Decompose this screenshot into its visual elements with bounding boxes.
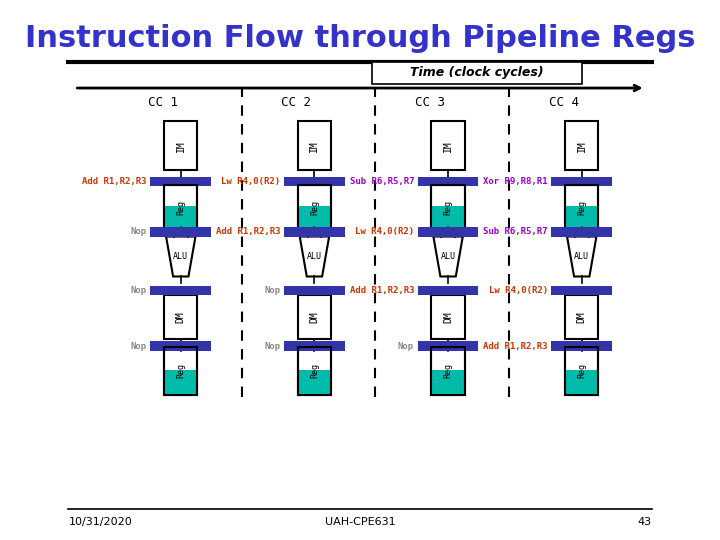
Text: CC 3: CC 3 xyxy=(415,96,445,109)
Text: Reg: Reg xyxy=(176,200,185,214)
Text: Reg: Reg xyxy=(176,363,185,379)
Text: Sub R6,R5,R7: Sub R6,R5,R7 xyxy=(350,177,414,186)
Bar xyxy=(150,177,211,186)
Bar xyxy=(418,227,479,237)
Text: Reg: Reg xyxy=(444,200,453,214)
Bar xyxy=(565,347,598,395)
Bar xyxy=(565,295,598,339)
Bar xyxy=(565,347,598,395)
Bar xyxy=(431,185,465,230)
Text: ALU: ALU xyxy=(174,252,189,261)
Text: IM: IM xyxy=(577,140,587,152)
Bar xyxy=(431,295,465,339)
Bar xyxy=(164,206,197,230)
Text: UAH-CPE631: UAH-CPE631 xyxy=(325,517,395,527)
Text: DM: DM xyxy=(176,311,186,323)
Bar xyxy=(298,185,331,230)
Text: Reg: Reg xyxy=(444,363,453,379)
Bar xyxy=(431,122,465,170)
Bar xyxy=(418,286,479,295)
Bar xyxy=(298,370,331,395)
Bar xyxy=(298,295,331,339)
Text: Nop: Nop xyxy=(398,342,414,350)
Bar xyxy=(298,206,331,230)
Bar xyxy=(431,206,465,230)
Text: ALU: ALU xyxy=(575,252,589,261)
Text: Xor R9,R8,R1: Xor R9,R8,R1 xyxy=(483,177,548,186)
Text: Nop: Nop xyxy=(130,342,147,350)
Text: Reg: Reg xyxy=(310,363,319,379)
Text: Nop: Nop xyxy=(130,227,147,236)
Text: ALU: ALU xyxy=(307,252,322,261)
Text: DM: DM xyxy=(577,311,587,323)
Text: IM: IM xyxy=(443,140,453,152)
Bar xyxy=(431,185,465,230)
Bar xyxy=(552,341,612,351)
Bar xyxy=(431,370,465,395)
Text: Time (clock cycles): Time (clock cycles) xyxy=(410,66,544,79)
Bar xyxy=(164,185,197,230)
Text: Reg: Reg xyxy=(577,200,586,214)
Bar xyxy=(552,177,612,186)
Text: Lw R4,0(R2): Lw R4,0(R2) xyxy=(221,177,280,186)
Bar xyxy=(164,295,197,339)
Text: CC 1: CC 1 xyxy=(148,96,178,109)
Text: DM: DM xyxy=(310,311,320,323)
Text: 10/31/2020: 10/31/2020 xyxy=(68,517,132,527)
Text: Nop: Nop xyxy=(264,342,280,350)
Bar xyxy=(150,286,211,295)
Text: Nop: Nop xyxy=(130,286,147,295)
Text: Add R1,R2,R3: Add R1,R2,R3 xyxy=(82,177,147,186)
Text: Add R1,R2,R3: Add R1,R2,R3 xyxy=(483,342,548,350)
Bar xyxy=(284,227,345,237)
Text: 43: 43 xyxy=(637,517,652,527)
Text: Nop: Nop xyxy=(264,286,280,295)
Text: DM: DM xyxy=(443,311,453,323)
Text: Sub R6,R5,R7: Sub R6,R5,R7 xyxy=(483,227,548,236)
Polygon shape xyxy=(567,237,596,276)
Bar xyxy=(298,185,331,230)
Bar xyxy=(298,347,331,395)
Bar xyxy=(565,185,598,230)
Bar xyxy=(431,347,465,395)
Bar xyxy=(431,347,465,395)
Bar xyxy=(284,177,345,186)
Bar xyxy=(565,370,598,395)
Text: Lw R4,0(R2): Lw R4,0(R2) xyxy=(355,227,414,236)
Bar xyxy=(150,341,211,351)
Bar xyxy=(418,177,479,186)
Bar xyxy=(565,122,598,170)
Bar xyxy=(298,347,331,395)
Text: IM: IM xyxy=(176,140,186,152)
Bar xyxy=(552,227,612,237)
Bar xyxy=(298,122,331,170)
Text: IM: IM xyxy=(310,140,320,152)
Polygon shape xyxy=(166,237,196,276)
Bar xyxy=(372,62,582,84)
Bar xyxy=(552,286,612,295)
Text: Instruction Flow through Pipeline Regs: Instruction Flow through Pipeline Regs xyxy=(24,24,696,53)
Bar xyxy=(565,185,598,230)
Bar xyxy=(284,286,345,295)
Bar xyxy=(164,370,197,395)
Bar xyxy=(164,347,197,395)
Text: Add R1,R2,R3: Add R1,R2,R3 xyxy=(216,227,280,236)
Bar xyxy=(418,341,479,351)
Bar xyxy=(164,122,197,170)
Polygon shape xyxy=(300,237,329,276)
Text: Reg: Reg xyxy=(310,200,319,214)
Text: CC 4: CC 4 xyxy=(549,96,578,109)
Text: Add R1,R2,R3: Add R1,R2,R3 xyxy=(350,286,414,295)
Bar xyxy=(565,206,598,230)
Bar xyxy=(150,227,211,237)
Text: Lw R4,0(R2): Lw R4,0(R2) xyxy=(489,286,548,295)
Text: Reg: Reg xyxy=(577,363,586,379)
Polygon shape xyxy=(433,237,463,276)
Text: ALU: ALU xyxy=(441,252,456,261)
Bar xyxy=(284,341,345,351)
Text: CC 2: CC 2 xyxy=(282,96,311,109)
Bar xyxy=(164,185,197,230)
Bar xyxy=(164,347,197,395)
